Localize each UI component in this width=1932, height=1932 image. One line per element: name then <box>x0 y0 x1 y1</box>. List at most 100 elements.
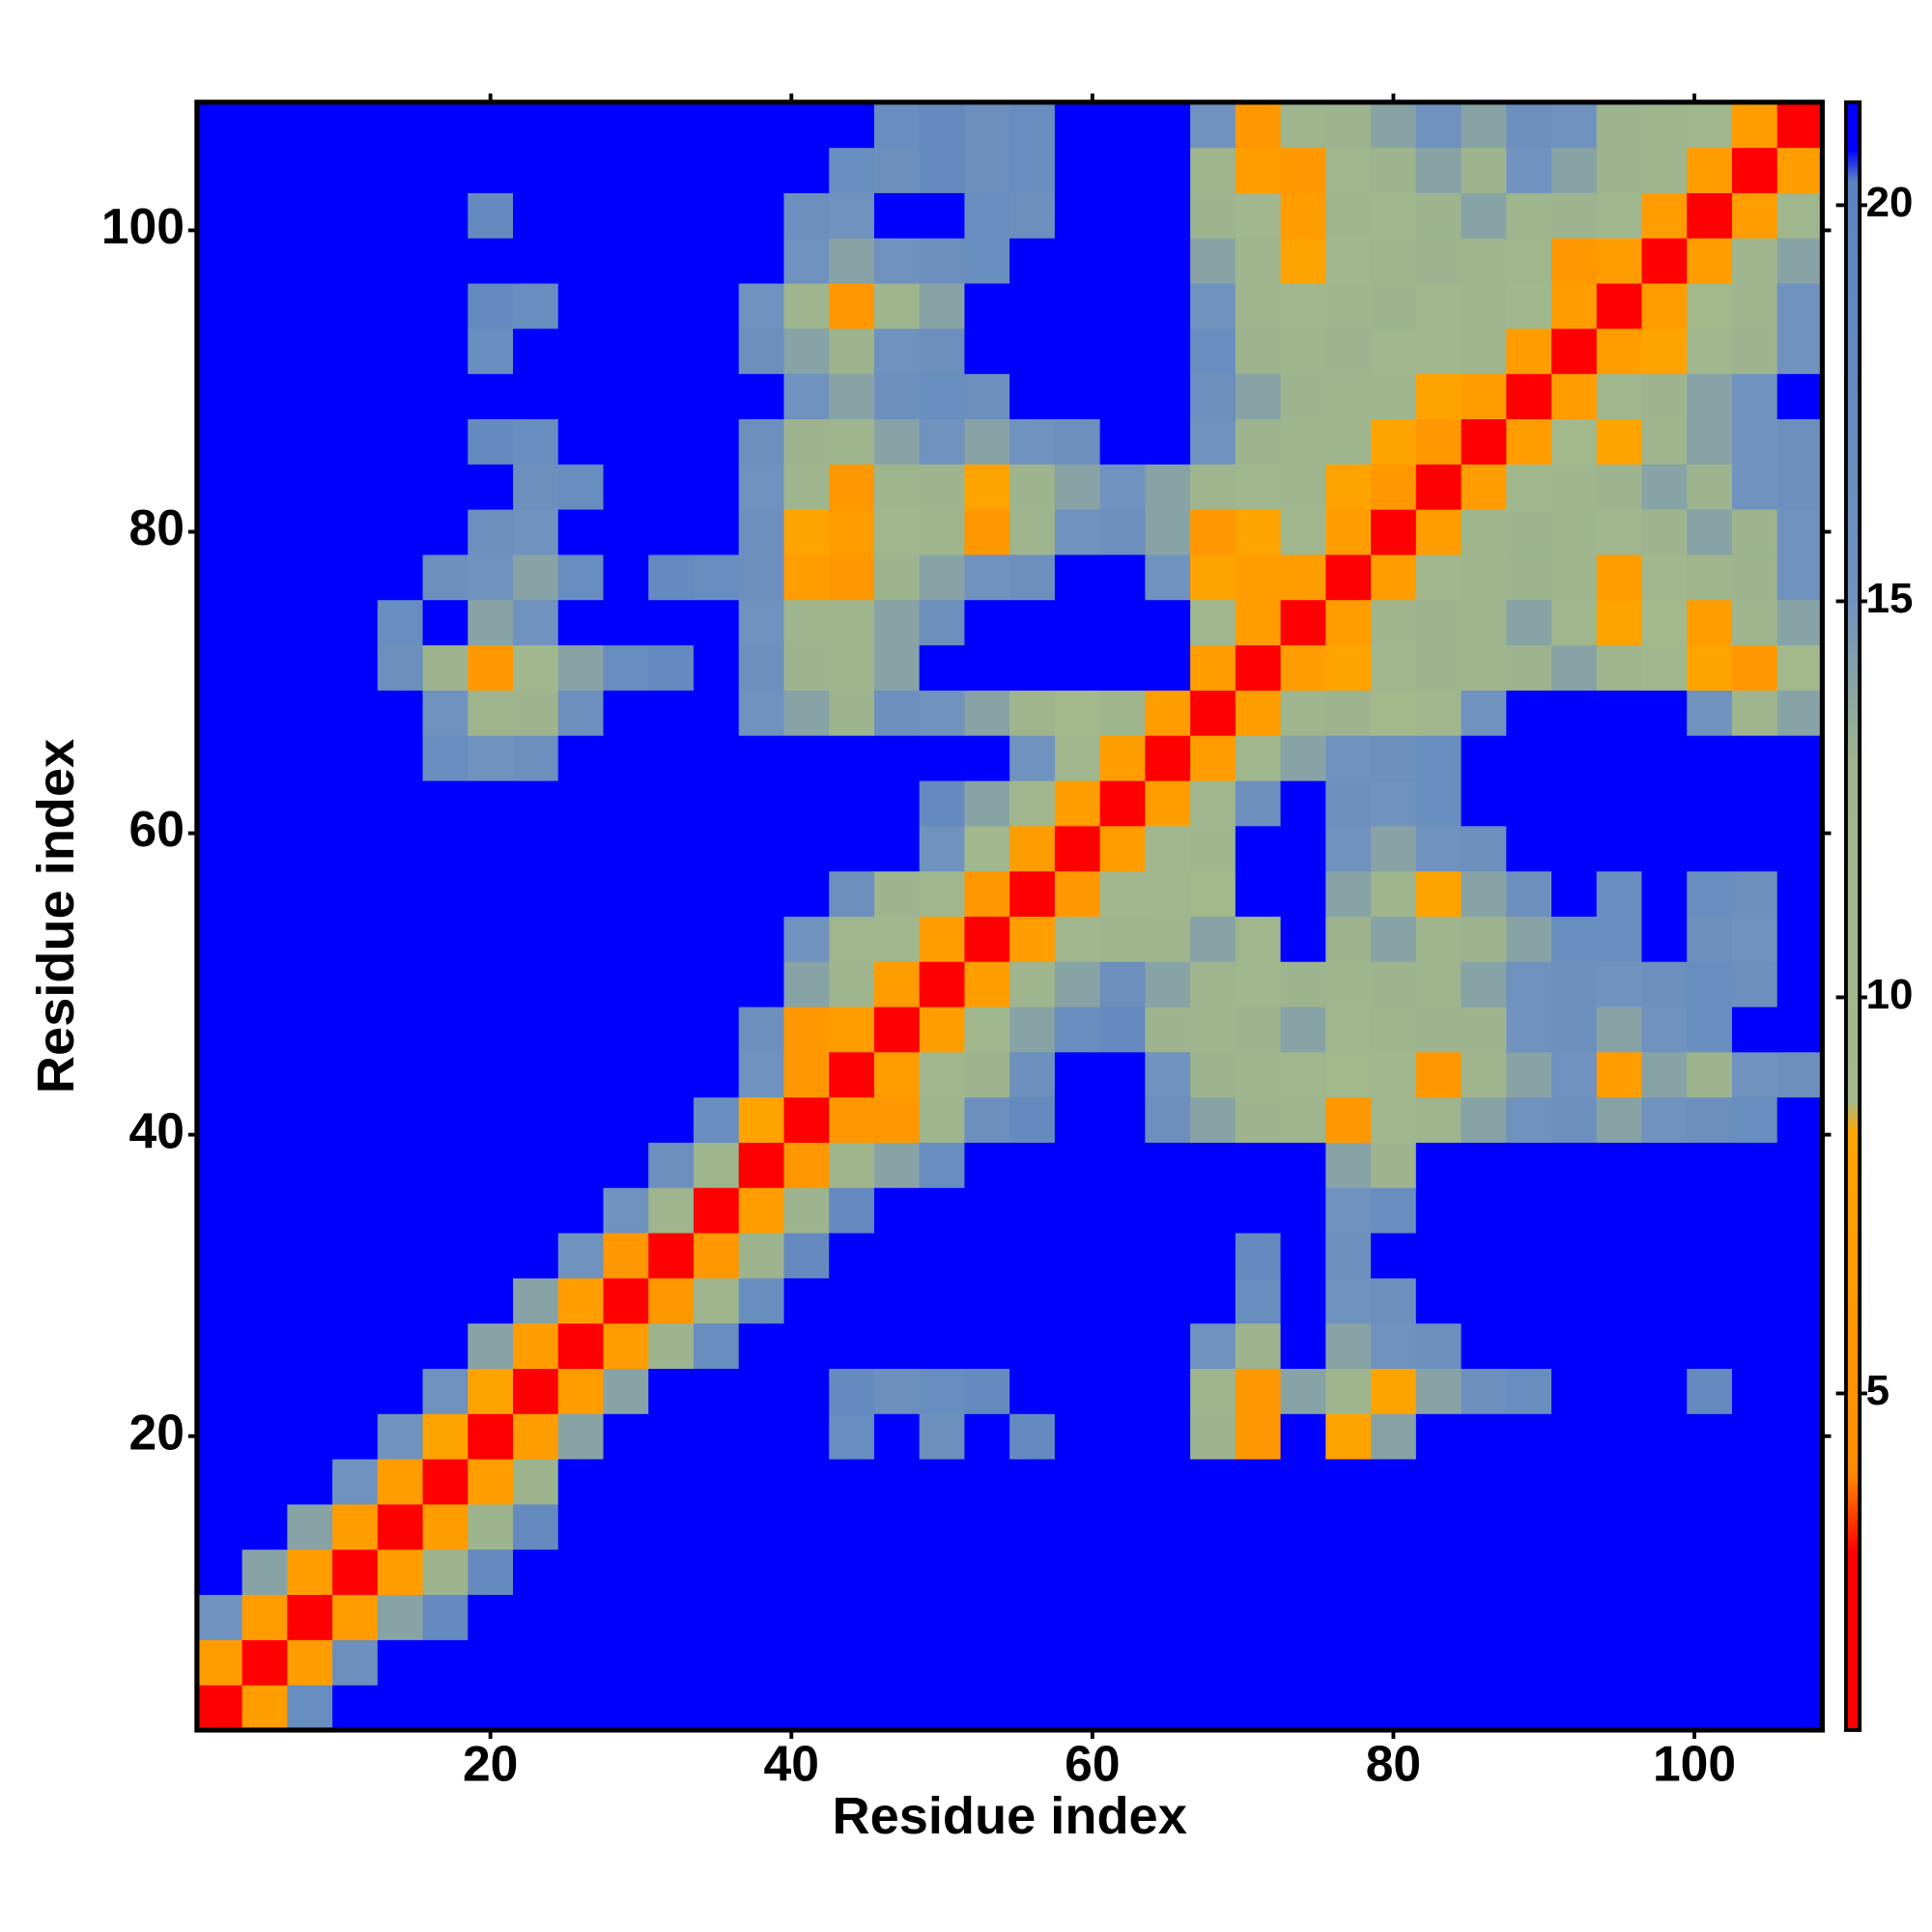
heatmap-cell <box>1415 1685 1463 1731</box>
heatmap-cell <box>1641 1051 1688 1098</box>
heatmap-cell <box>196 916 243 962</box>
heatmap-cell <box>873 599 921 646</box>
heatmap-cell <box>1371 1503 1417 1550</box>
y-tick-label: 80 <box>129 499 185 555</box>
heatmap-cell <box>603 1096 649 1143</box>
heatmap-cell <box>1371 825 1417 872</box>
heatmap-cell <box>1461 238 1507 284</box>
heatmap-cell <box>1054 464 1101 510</box>
heatmap-cell <box>1506 1594 1552 1640</box>
heatmap-cell <box>557 690 605 736</box>
heatmap-cell <box>1506 825 1552 872</box>
heatmap-cell <box>1551 283 1598 329</box>
heatmap-cell <box>1325 192 1372 239</box>
heatmap-cell <box>1371 1594 1417 1640</box>
heatmap-cell <box>196 599 243 646</box>
heatmap-cell <box>603 961 649 1008</box>
heatmap-cell <box>1190 1051 1236 1098</box>
heatmap-cell <box>1190 283 1236 329</box>
heatmap-cell <box>1371 373 1417 419</box>
heatmap-cell <box>557 1322 605 1370</box>
heatmap-cell <box>468 825 514 872</box>
heatmap-cell <box>196 464 243 510</box>
heatmap-cell <box>196 1639 243 1686</box>
heatmap-cell <box>196 735 243 781</box>
heatmap-cell <box>557 1051 605 1098</box>
heatmap-cell <box>693 690 740 736</box>
heatmap-cell <box>1371 1459 1417 1505</box>
heatmap-cell <box>829 1594 875 1640</box>
colorbar <box>1844 99 1862 1732</box>
heatmap-cell <box>1415 1459 1463 1505</box>
heatmap-cell <box>1687 192 1733 239</box>
heatmap-cell <box>1009 554 1056 601</box>
heatmap-cell <box>1461 418 1507 465</box>
heatmap-cell <box>919 1594 965 1640</box>
heatmap-cell <box>1415 1051 1463 1098</box>
heatmap-cell <box>964 1368 1010 1414</box>
heatmap-cell <box>964 554 1010 601</box>
heatmap-cell <box>1325 101 1372 149</box>
heatmap-cell <box>648 418 695 465</box>
heatmap-cell <box>693 1096 740 1143</box>
heatmap-cell <box>738 147 784 193</box>
heatmap-cell <box>873 1503 921 1550</box>
heatmap-cell <box>468 509 514 555</box>
heatmap-cell <box>377 1503 424 1550</box>
heatmap-cell <box>377 961 424 1008</box>
heatmap-cell <box>873 554 921 601</box>
heatmap-cell <box>1415 961 1463 1008</box>
heatmap-cell <box>648 327 695 375</box>
heatmap-cell <box>332 373 379 419</box>
heatmap-cell <box>1687 464 1733 510</box>
heatmap-cell <box>422 1503 469 1550</box>
heatmap-cell <box>1415 147 1463 193</box>
heatmap-cell <box>783 373 830 419</box>
heatmap-cell <box>1415 825 1463 872</box>
heatmap-cell <box>964 327 1010 375</box>
heatmap-cell <box>1280 327 1326 375</box>
heatmap-cell <box>242 283 288 329</box>
heatmap-cell <box>738 1503 784 1550</box>
heatmap-cell <box>1009 464 1056 510</box>
heatmap-cell <box>332 1639 379 1686</box>
heatmap-cell <box>1009 1142 1056 1188</box>
heatmap-cell <box>1235 1639 1282 1686</box>
heatmap-cell <box>829 1277 875 1324</box>
heatmap-cell <box>1687 735 1733 781</box>
heatmap-cell <box>1776 1639 1823 1686</box>
heatmap-cell <box>1371 1051 1417 1098</box>
heatmap-cell <box>1461 1096 1507 1143</box>
heatmap-cell <box>1596 1685 1643 1731</box>
heatmap-cell <box>242 238 288 284</box>
heatmap-cell <box>468 1413 514 1460</box>
heatmap-cell <box>1054 916 1101 962</box>
heatmap-cell <box>648 1503 695 1550</box>
heatmap-cell <box>1099 283 1146 329</box>
heatmap-cell <box>1325 327 1372 375</box>
heatmap-cell <box>1776 916 1823 962</box>
heatmap-cell <box>829 373 875 419</box>
heatmap-cell <box>1551 1096 1598 1143</box>
heatmap-cell <box>1099 735 1146 781</box>
heatmap-cell <box>829 1459 875 1505</box>
heatmap-cell <box>829 147 875 193</box>
heatmap-cell <box>783 1594 830 1640</box>
heatmap-cell <box>377 690 424 736</box>
heatmap-cell <box>557 464 605 510</box>
heatmap-cell <box>1687 238 1733 284</box>
heatmap-cell <box>1551 1413 1598 1460</box>
heatmap-cell <box>1461 509 1507 555</box>
heatmap-cell <box>1371 1368 1417 1414</box>
heatmap-cell <box>468 554 514 601</box>
heatmap-cell <box>1641 1594 1688 1640</box>
heatmap-cell <box>1280 1503 1326 1550</box>
heatmap-cell <box>1280 1548 1326 1596</box>
heatmap-cell <box>1190 509 1236 555</box>
heatmap-cell <box>1415 192 1463 239</box>
heatmap-cell <box>1641 1413 1688 1460</box>
heatmap-cell <box>1687 1459 1733 1505</box>
heatmap-cell <box>1190 327 1236 375</box>
heatmap-cell <box>873 735 921 781</box>
heatmap-cell <box>377 509 424 555</box>
